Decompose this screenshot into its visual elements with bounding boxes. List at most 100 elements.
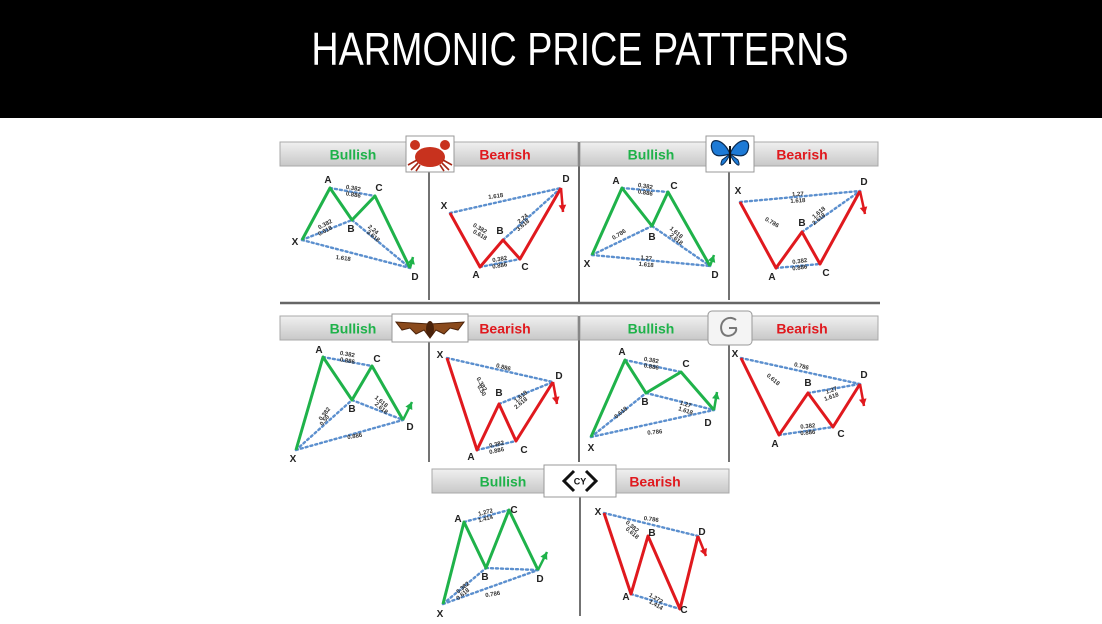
ratio-line (484, 566, 540, 572)
point-label-d: D (711, 270, 718, 281)
bearish-label: Bearish (629, 474, 680, 490)
point-label-a: A (612, 176, 619, 187)
price-path (589, 358, 716, 438)
point-label-b: B (798, 218, 805, 229)
ratio-label: 0.786 (647, 429, 663, 437)
bat-icon (391, 313, 469, 343)
arrow-head (707, 255, 716, 263)
point-label-a: A (324, 175, 331, 186)
price-path (590, 186, 712, 267)
ratio-label: 0.886 (800, 430, 816, 438)
point-label-b: B (496, 226, 503, 237)
arrow-head (858, 398, 867, 406)
point-label-b: B (495, 388, 502, 399)
ratio-label: 1.27 (792, 192, 805, 199)
ratio-line (629, 592, 682, 611)
point-label-a: A (315, 345, 322, 356)
ratio-label: 0.786 (643, 516, 659, 524)
ratio-label: 0.886 (347, 433, 363, 442)
bullish-label: Bullish (628, 321, 675, 337)
ratio-line (774, 262, 822, 270)
point-label-c: C (837, 429, 844, 440)
ratio-line (590, 224, 654, 257)
ratio-label: 0.786 (763, 217, 780, 230)
arrow-head (859, 206, 868, 214)
price-path (738, 190, 862, 270)
ratio-label: 0.382 (345, 185, 361, 194)
ratio-label: 0.382 (643, 357, 659, 366)
ratio-label: 0.382 (489, 440, 506, 449)
point-label-a: A (618, 347, 625, 358)
ratio-line (644, 391, 716, 412)
ratio-label: 0.50 (475, 384, 486, 398)
ratio-label: 1.27 (679, 400, 693, 410)
point-label-c: C (375, 183, 382, 194)
bearish-label: Bearish (776, 147, 827, 163)
ratio-line (294, 398, 354, 452)
ratio-line (350, 218, 412, 270)
point-label-a: A (768, 272, 775, 283)
price-path (448, 187, 563, 269)
arrow-head (540, 552, 548, 560)
ratio-line (321, 355, 374, 368)
ratio-line (501, 186, 563, 242)
point-label-c: C (373, 354, 380, 365)
ratio-line (738, 189, 862, 204)
point-label-x: X (290, 454, 297, 465)
ratio-label: 0.786 (485, 591, 501, 600)
ratio-line (589, 408, 716, 439)
point-label-d: D (555, 371, 562, 382)
point-label-d: D (860, 370, 867, 381)
point-label-d: D (411, 272, 418, 283)
point-label-x: X (735, 186, 742, 197)
price-path (294, 355, 405, 451)
point-label-x: X (732, 349, 739, 360)
ratio-label: 0.382 (800, 423, 816, 431)
point-label-d: D (704, 418, 711, 429)
point-label-a: A (472, 270, 479, 281)
ratio-label: 0.382 (792, 258, 808, 266)
butterfly-icon (705, 135, 755, 173)
ratio-line (590, 253, 712, 268)
arrow-head (699, 548, 707, 556)
ratio-label: 0.886 (489, 447, 506, 456)
ratio-label: 1.414 (478, 515, 495, 525)
ratio-line (328, 186, 377, 198)
ratio-label: 0.886 (495, 363, 512, 373)
bearish-label: Bearish (479, 321, 530, 337)
price-path (739, 357, 862, 437)
bearish-label: Bearish (776, 321, 827, 337)
ratio-line (462, 508, 511, 524)
ratio-label: 0.886 (637, 189, 653, 198)
ratio-line (620, 186, 670, 194)
point-label-c: C (521, 262, 528, 273)
point-label-x: X (588, 443, 595, 454)
arrow-head (558, 204, 567, 212)
ratio-label: 1.272 (478, 508, 495, 518)
ratio-label: 0.886 (492, 262, 508, 271)
arrow-head (551, 396, 560, 404)
ratio-line (650, 224, 712, 268)
point-label-b: B (641, 397, 648, 408)
ratio-line (478, 257, 522, 269)
ratio-line (300, 238, 412, 270)
ratio-label: 0.886 (339, 357, 355, 366)
ratio-line (777, 425, 835, 437)
arrow-head (407, 257, 415, 265)
price-path (602, 512, 700, 611)
ratio-label: 0.786 (793, 362, 810, 372)
point-label-c: C (510, 505, 517, 516)
point-label-d: D (698, 527, 705, 538)
ratio-line (475, 439, 518, 452)
ratio-line (739, 356, 862, 386)
ratio-line (800, 189, 862, 234)
point-label-c: C (822, 268, 829, 279)
point-label-c: C (670, 181, 677, 192)
